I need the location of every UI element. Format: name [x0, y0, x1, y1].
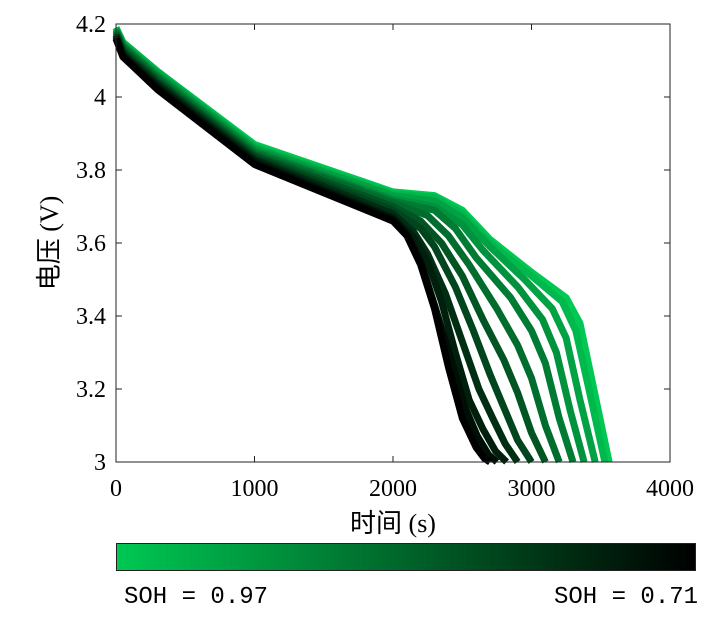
y-tick-label: 4 — [94, 85, 106, 111]
y-tick-label: 4.2 — [76, 12, 106, 38]
curves-group — [112, 26, 613, 465]
x-axis-ticks: 0 1000 2000 3000 4000 — [110, 24, 694, 502]
x-tick-label: 3000 — [508, 476, 556, 502]
y-tick-label: 3.8 — [76, 158, 106, 184]
y-tick-label: 3.4 — [76, 304, 106, 330]
x-axis-label: 时间 (s) — [350, 509, 436, 538]
voltage-curve-11 — [112, 37, 492, 465]
x-tick-label: 2000 — [369, 476, 417, 502]
y-axis-label: 电压 (V) — [35, 196, 64, 291]
x-tick-label: 1000 — [231, 476, 279, 502]
y-tick-label: 3.2 — [76, 377, 106, 403]
x-tick-label: 0 — [110, 476, 122, 502]
plot-frame — [115, 23, 671, 463]
y-axis-ticks: 3 3.2 3.4 3.6 3.8 4 4.2 — [76, 12, 670, 476]
x-tick-label: 4000 — [646, 476, 694, 502]
y-tick-label: 3.6 — [76, 231, 106, 257]
soh-colorbar — [116, 543, 696, 571]
y-tick-label: 3 — [94, 450, 106, 476]
colorbar-left-label: SOH = 0.97 — [124, 584, 269, 611]
voltage-curve-1 — [112, 26, 609, 463]
colorbar-right-label: SOH = 0.71 — [554, 584, 699, 611]
voltage-curve-3 — [112, 28, 588, 463]
